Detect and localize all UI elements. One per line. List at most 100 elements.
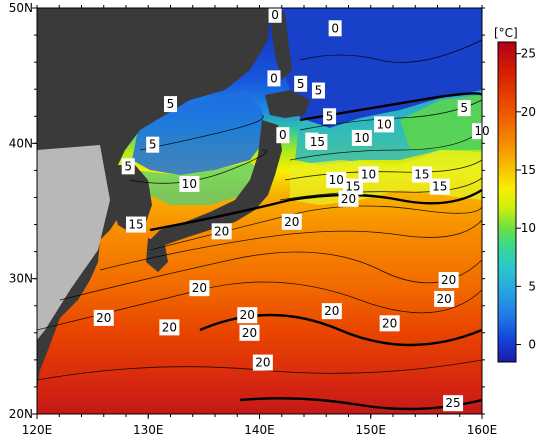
contour-label-box	[379, 315, 400, 332]
contour-label-text: 20	[240, 308, 255, 322]
contour-label-text: 15	[128, 218, 143, 232]
contour-label-box	[457, 100, 471, 117]
contour-line	[299, 39, 482, 63]
y-axis: 20N 30N 40N 50N	[9, 1, 485, 421]
colorbar-unit: [°C]	[494, 26, 518, 40]
contour-label-box	[211, 223, 232, 240]
colorbar-tick-label: 15	[521, 163, 536, 177]
contour-label: 15	[411, 166, 432, 183]
contour-label-box	[268, 6, 282, 23]
contour-label-box	[338, 190, 359, 207]
contour-label: 10	[374, 116, 395, 133]
contour-label: 0	[267, 70, 281, 87]
colorbar: [°C] 0 5 10 15 20 25	[494, 26, 536, 363]
contour-label-text: 20	[284, 215, 299, 229]
contour-label: 20	[237, 307, 258, 324]
contour-label: 15	[429, 178, 450, 195]
contour-label-text: 10	[361, 167, 376, 181]
contour-label: 5	[311, 82, 325, 99]
contour-label-text: 0	[270, 71, 278, 85]
contour-label-text: 5	[149, 138, 157, 152]
colorbar-ticks: 0 5 10 15 20 25	[516, 47, 536, 352]
contour-label: 5	[294, 75, 308, 92]
contour-label: 0	[276, 127, 290, 144]
contour-label-box	[239, 324, 260, 341]
contour-label-text: 20	[437, 292, 452, 306]
contour-line-bold	[149, 188, 482, 232]
contour-label-text: 5	[460, 101, 468, 115]
contour-label: 10	[351, 129, 372, 146]
land-asia-light	[37, 145, 110, 340]
contour-label: 20	[281, 213, 302, 230]
contour-label: 5	[457, 100, 471, 117]
contour-label: 10	[326, 171, 347, 188]
contour-label-text: 5	[124, 159, 132, 173]
land-sakhalin	[270, 10, 292, 80]
contour-label-text: 10	[329, 173, 344, 187]
contour-label: 15	[126, 216, 147, 233]
contour-label: 20	[252, 354, 273, 371]
x-tick-label: 150E	[356, 423, 387, 437]
contour-label: 20	[93, 309, 114, 326]
contour-line	[129, 149, 268, 184]
land-hokkaido	[265, 90, 310, 118]
colorbar-tick-label: 20	[521, 105, 536, 119]
contour-label-text: 5	[297, 77, 305, 91]
contour-label-box	[411, 166, 432, 183]
contour-label: 20	[189, 280, 210, 297]
contour-label-text: 10	[376, 117, 391, 131]
land-asia	[37, 8, 270, 390]
contour-line	[289, 129, 482, 161]
colorbar-tick-label: 0	[528, 338, 536, 352]
contour-label-text: 15	[432, 180, 447, 194]
contour-label: 5	[146, 136, 160, 153]
contour-label-text: 15	[310, 135, 325, 149]
contour-label-text: 20	[214, 224, 229, 238]
contour-label: 20	[379, 315, 400, 332]
contour-label-box	[179, 175, 200, 192]
contour-label-text: 20	[192, 281, 207, 295]
contour-label-text: 25	[445, 396, 460, 410]
contour-label: 20	[321, 303, 342, 320]
land-honshu	[150, 120, 282, 245]
x-tick-label: 140E	[244, 423, 275, 437]
contour-label-box	[121, 158, 135, 175]
contour-label-text: 20	[441, 273, 456, 287]
contour-label-box	[281, 213, 302, 230]
contour-label: 15	[307, 133, 328, 150]
y-tick-label: 20N	[9, 407, 33, 421]
x-axis: 120E 130E 140E 150E 160E	[22, 5, 497, 437]
contour-label-box	[267, 70, 281, 87]
contour-label-text: 20	[96, 311, 111, 325]
contour-label-box	[326, 171, 347, 188]
contour-labels: 0000555555551010101010101515151515202020…	[93, 6, 492, 412]
contour-line	[139, 114, 264, 151]
contour-label-text: 20	[324, 304, 339, 318]
contour-line	[284, 159, 482, 181]
y-tick-label: 50N	[9, 1, 33, 15]
contour-label-box	[164, 96, 177, 113]
contour-label: 20	[438, 272, 459, 289]
colorbar-tick-label: 5	[528, 279, 536, 293]
contour-line	[59, 251, 482, 301]
contour-label-box	[443, 395, 464, 412]
contour-label-box	[126, 216, 147, 233]
contour-label-box	[321, 303, 342, 320]
contour-label-box	[358, 166, 379, 183]
contour-label: 20	[159, 319, 180, 336]
contour-label-text: 20	[382, 316, 397, 330]
contour-label: 20	[338, 190, 359, 207]
y-tick-label: 40N	[9, 136, 33, 150]
contour-label: 5	[323, 108, 337, 125]
contour-label-box	[311, 82, 325, 99]
contour-label-box	[434, 290, 455, 307]
contour-label-text: 0	[271, 8, 279, 22]
contour-label-box	[374, 116, 395, 133]
contour-label-box	[342, 178, 363, 195]
contour-label: 15	[342, 178, 363, 195]
contour-label-box	[307, 133, 328, 150]
contour-label-box	[252, 354, 273, 371]
contour-label-text: 10	[182, 177, 197, 191]
contour-label: 0	[268, 6, 282, 23]
